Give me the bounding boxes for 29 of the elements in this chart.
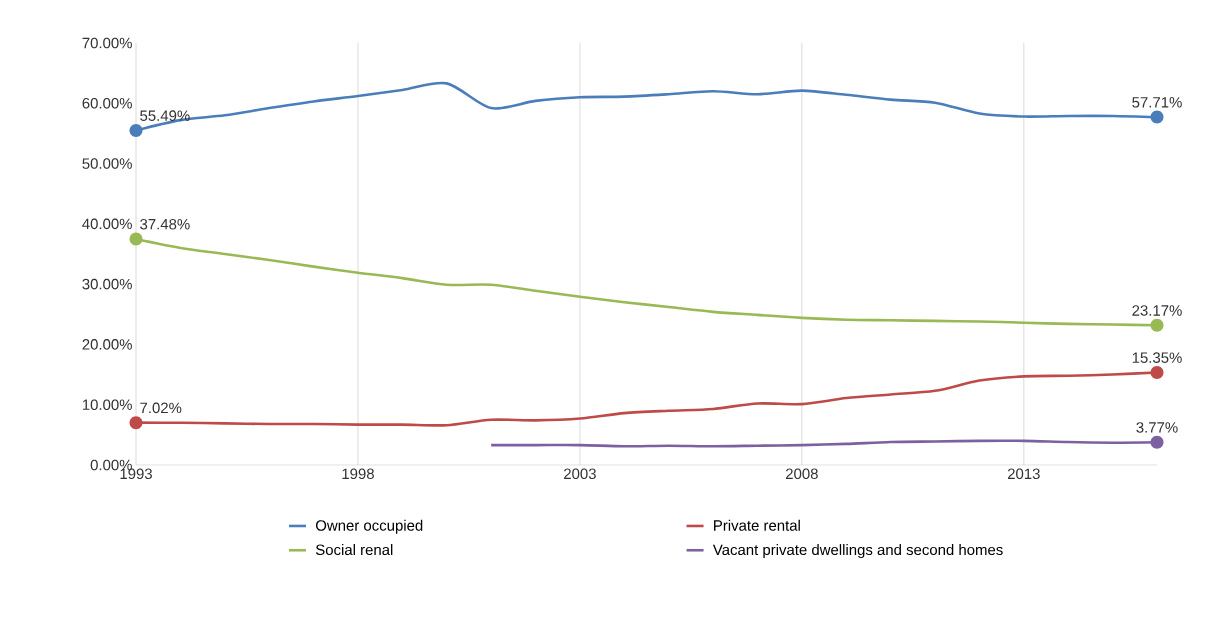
data-label: 3.77% bbox=[1136, 422, 1178, 433]
y-tick-label: 10.00% bbox=[82, 399, 132, 410]
legend-label: Private rental bbox=[714, 519, 800, 531]
data-label: 7.02% bbox=[140, 402, 182, 414]
x-tick-label: 2013 bbox=[1007, 468, 1040, 480]
x-tick-label: 2008 bbox=[786, 468, 818, 480]
y-tick-label: 30.00% bbox=[82, 278, 132, 290]
y-tick-label: 40.00% bbox=[82, 218, 132, 230]
data-label: 37.48% bbox=[140, 218, 190, 230]
data-label: 57.71% bbox=[1132, 97, 1182, 108]
legend-label: Owner occupied bbox=[315, 519, 423, 534]
y-tick-label: 70.00% bbox=[82, 37, 132, 49]
y-tick-label: 20.00% bbox=[82, 339, 132, 350]
point bbox=[1150, 318, 1164, 332]
x-tick-label: 1998 bbox=[342, 468, 374, 480]
data-label: 55.49% bbox=[140, 110, 190, 121]
point bbox=[129, 232, 143, 246]
point bbox=[129, 123, 143, 137]
legend-label: Social renal bbox=[315, 544, 393, 556]
point bbox=[1150, 365, 1164, 379]
point bbox=[1150, 110, 1164, 124]
data-label: 15.35% bbox=[1132, 352, 1182, 363]
point bbox=[129, 416, 143, 430]
x-tick-label: 2003 bbox=[564, 468, 596, 480]
y-tick-label: 50.00% bbox=[82, 158, 132, 169]
legend-label: Vacant private dwellings and second homes bbox=[712, 544, 1003, 559]
data-label: 23.17% bbox=[1132, 305, 1182, 316]
y-tick-label: 60.00% bbox=[82, 97, 132, 109]
point bbox=[1150, 435, 1164, 449]
